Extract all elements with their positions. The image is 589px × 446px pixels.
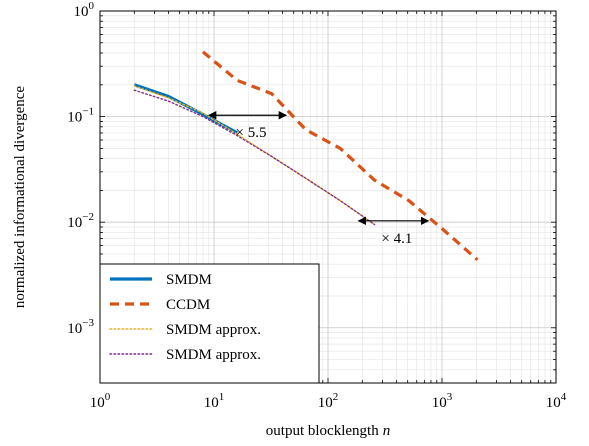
legend-label-3: SMDM approx. bbox=[166, 322, 261, 338]
series-layer bbox=[133, 50, 479, 262]
y-tick-label: 10−2 bbox=[67, 211, 94, 231]
legend-label-1: SMDM bbox=[166, 272, 212, 288]
x-axis-label-text: output blocklength bbox=[266, 423, 379, 439]
x-tick-label: 101 bbox=[204, 391, 225, 411]
y-axis-label: normalized informational divergence bbox=[12, 86, 28, 308]
legend-label-4: SMDM approx. bbox=[166, 347, 261, 363]
annotation-layer: × 5.5 × 4.1 bbox=[207, 111, 430, 247]
x-tick-label: 103 bbox=[432, 391, 453, 411]
tick-labels: 100 101 102 103 104 100 10−1 10−2 10−3 bbox=[67, 0, 566, 411]
annotation-label-2: × 4.1 bbox=[381, 231, 412, 247]
x-axis-label-variable: n bbox=[383, 423, 391, 439]
y-tick-label: 10−3 bbox=[67, 317, 94, 337]
x-axis-label: output blocklength n bbox=[266, 423, 390, 439]
legend-box bbox=[99, 263, 320, 384]
x-tick-label: 104 bbox=[546, 391, 567, 411]
series-line-3 bbox=[133, 85, 376, 226]
legend: SMDM CCDM SMDM approx. SMDM approx. bbox=[99, 263, 320, 384]
series-line-2 bbox=[201, 50, 479, 262]
series-line-4 bbox=[133, 89, 376, 226]
x-tick-label: 100 bbox=[90, 391, 111, 411]
legend-label-2: CCDM bbox=[166, 297, 210, 313]
annotation-label-1: × 5.5 bbox=[235, 125, 266, 141]
y-tick-label: 100 bbox=[74, 0, 95, 20]
x-tick-label: 102 bbox=[318, 391, 339, 411]
y-tick-label: 10−1 bbox=[67, 106, 94, 126]
